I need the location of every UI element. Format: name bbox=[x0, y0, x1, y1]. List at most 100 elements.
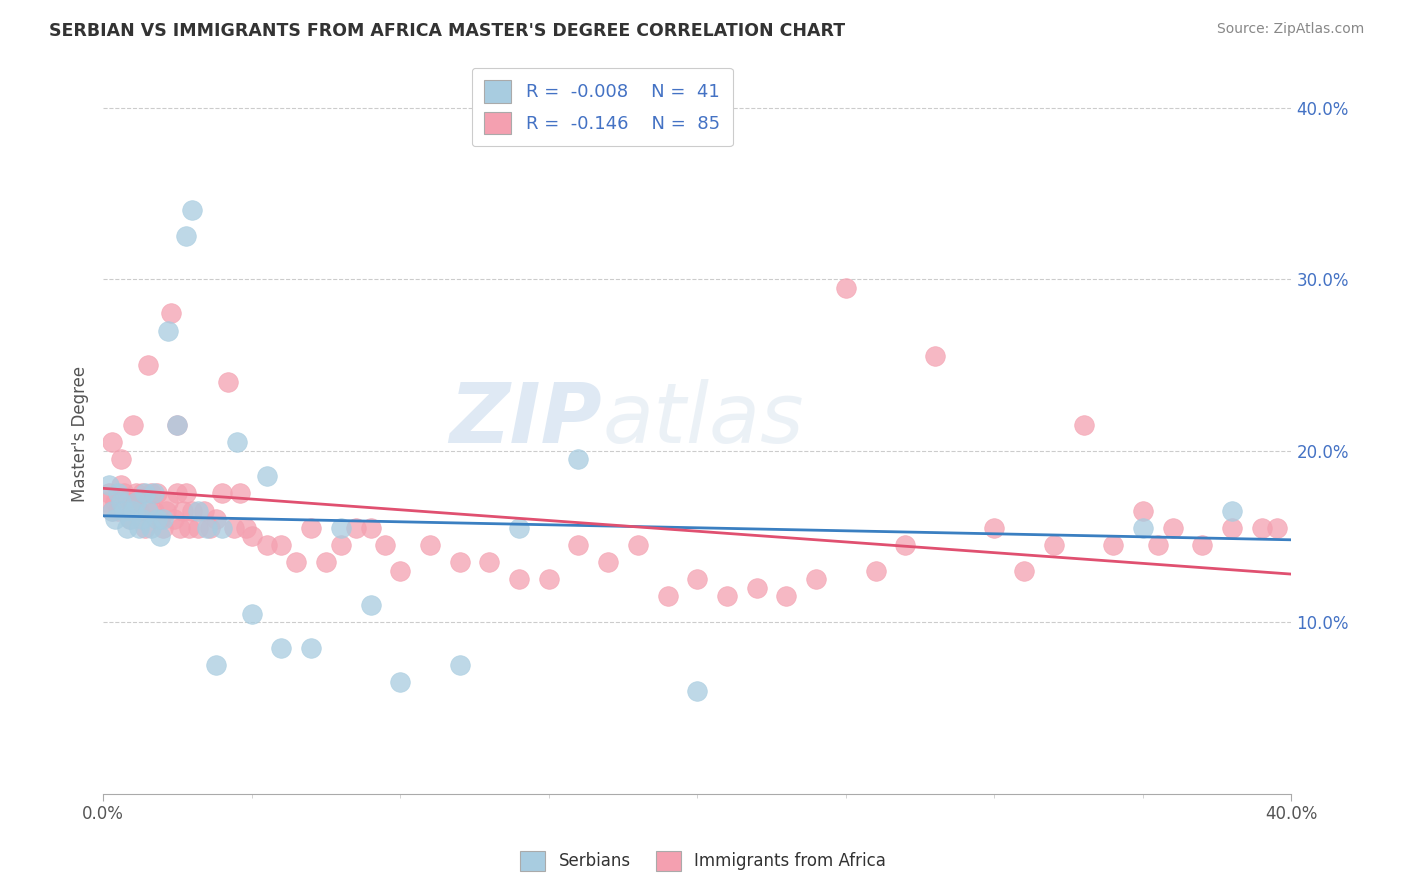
Point bbox=[449, 555, 471, 569]
Point bbox=[101, 435, 124, 450]
Legend: Serbians, Immigrants from Africa: Serbians, Immigrants from Africa bbox=[512, 842, 894, 880]
Point bbox=[181, 503, 204, 517]
Point bbox=[155, 503, 177, 517]
Point bbox=[567, 538, 589, 552]
Text: Source: ZipAtlas.com: Source: ZipAtlas.com bbox=[1216, 22, 1364, 37]
Point bbox=[508, 521, 530, 535]
Legend: R =  -0.008    N =  41, R =  -0.146    N =  85: R = -0.008 N = 41, R = -0.146 N = 85 bbox=[472, 68, 733, 146]
Point bbox=[1042, 538, 1064, 552]
Point bbox=[139, 521, 162, 535]
Point bbox=[389, 564, 412, 578]
Point bbox=[121, 495, 143, 509]
Point bbox=[136, 358, 159, 372]
Point bbox=[181, 203, 204, 218]
Point bbox=[1073, 417, 1095, 432]
Point bbox=[315, 555, 337, 569]
Point bbox=[299, 521, 322, 535]
Point bbox=[329, 521, 352, 535]
Point bbox=[256, 469, 278, 483]
Point bbox=[145, 512, 167, 526]
Point bbox=[121, 417, 143, 432]
Point bbox=[374, 538, 396, 552]
Point bbox=[686, 572, 709, 586]
Point bbox=[745, 581, 768, 595]
Point bbox=[198, 521, 221, 535]
Point bbox=[865, 564, 887, 578]
Point bbox=[115, 521, 138, 535]
Point bbox=[94, 495, 117, 509]
Point bbox=[1250, 521, 1272, 535]
Point bbox=[179, 521, 201, 535]
Point bbox=[240, 529, 263, 543]
Text: ZIP: ZIP bbox=[450, 378, 602, 459]
Point bbox=[775, 590, 797, 604]
Point bbox=[110, 495, 132, 509]
Point bbox=[235, 521, 257, 535]
Point bbox=[187, 521, 209, 535]
Point bbox=[299, 640, 322, 655]
Text: atlas: atlas bbox=[602, 378, 804, 459]
Point bbox=[131, 486, 153, 500]
Point bbox=[567, 452, 589, 467]
Point bbox=[152, 521, 174, 535]
Point bbox=[128, 503, 150, 517]
Point bbox=[508, 572, 530, 586]
Point bbox=[187, 503, 209, 517]
Point bbox=[166, 417, 188, 432]
Point bbox=[110, 478, 132, 492]
Point bbox=[627, 538, 650, 552]
Point bbox=[172, 503, 194, 517]
Point bbox=[163, 512, 186, 526]
Point bbox=[148, 529, 170, 543]
Point bbox=[360, 521, 382, 535]
Point bbox=[205, 512, 228, 526]
Point bbox=[125, 486, 148, 500]
Point bbox=[1132, 521, 1154, 535]
Point bbox=[1220, 521, 1243, 535]
Point bbox=[894, 538, 917, 552]
Point bbox=[157, 495, 180, 509]
Text: SERBIAN VS IMMIGRANTS FROM AFRICA MASTER'S DEGREE CORRELATION CHART: SERBIAN VS IMMIGRANTS FROM AFRICA MASTER… bbox=[49, 22, 845, 40]
Point bbox=[449, 658, 471, 673]
Point bbox=[1220, 503, 1243, 517]
Point bbox=[125, 495, 148, 509]
Point bbox=[118, 512, 141, 526]
Point bbox=[112, 503, 135, 517]
Point bbox=[98, 478, 121, 492]
Point bbox=[478, 555, 501, 569]
Point bbox=[148, 512, 170, 526]
Point bbox=[211, 486, 233, 500]
Point bbox=[1132, 503, 1154, 517]
Point bbox=[686, 683, 709, 698]
Point bbox=[128, 521, 150, 535]
Point bbox=[1102, 538, 1125, 552]
Point bbox=[107, 486, 129, 500]
Point bbox=[134, 521, 156, 535]
Point bbox=[142, 503, 165, 517]
Point bbox=[195, 521, 218, 535]
Point bbox=[157, 324, 180, 338]
Point bbox=[169, 521, 191, 535]
Point bbox=[110, 452, 132, 467]
Point bbox=[142, 486, 165, 500]
Point bbox=[139, 486, 162, 500]
Point bbox=[389, 675, 412, 690]
Point bbox=[344, 521, 367, 535]
Point bbox=[193, 503, 215, 517]
Y-axis label: Master's Degree: Master's Degree bbox=[72, 366, 89, 501]
Point bbox=[983, 521, 1005, 535]
Point bbox=[285, 555, 308, 569]
Point bbox=[107, 503, 129, 517]
Point bbox=[270, 538, 292, 552]
Point bbox=[121, 503, 143, 517]
Point bbox=[716, 590, 738, 604]
Point bbox=[152, 512, 174, 526]
Point bbox=[1265, 521, 1288, 535]
Point bbox=[270, 640, 292, 655]
Point bbox=[419, 538, 441, 552]
Point bbox=[176, 486, 198, 500]
Point bbox=[240, 607, 263, 621]
Point bbox=[136, 503, 159, 517]
Point bbox=[166, 486, 188, 500]
Point bbox=[104, 495, 127, 509]
